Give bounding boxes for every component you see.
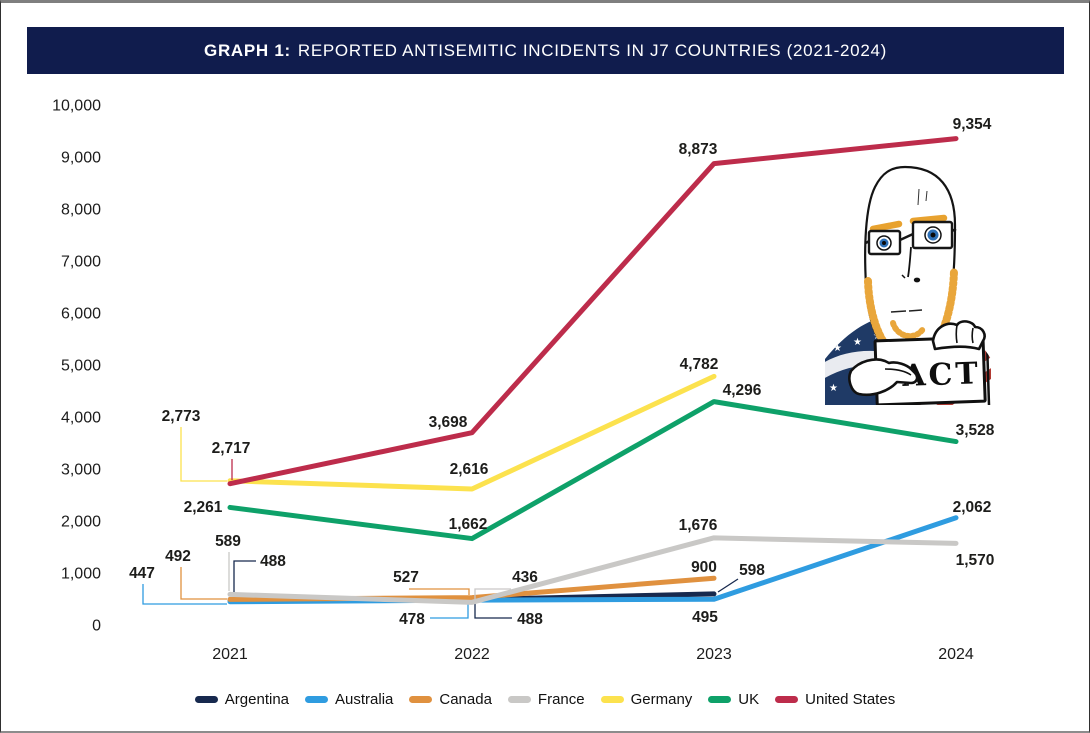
data-label: 8,873 — [679, 141, 718, 158]
data-label-leader-line — [717, 578, 739, 593]
data-label: 1,570 — [956, 552, 995, 569]
x-axis-tick-label: 2024 — [938, 646, 974, 663]
y-axis-tick-label: 6,000 — [61, 306, 101, 323]
data-label: 492 — [165, 548, 191, 565]
svg-text:★: ★ — [853, 337, 862, 348]
legend-label: Canada — [439, 691, 492, 708]
meme-nose — [907, 246, 912, 278]
meme-eyes — [876, 226, 942, 251]
y-axis-tick-label: 1,000 — [61, 566, 101, 583]
data-label: 488 — [260, 553, 286, 570]
data-label: 2,773 — [162, 408, 201, 425]
legend-label: UK — [738, 691, 760, 708]
chart-title-bar: GRAPH 1: REPORTED ANTISEMITIC INCIDENTS … — [27, 27, 1064, 74]
y-axis-tick-label: 10,000 — [52, 98, 101, 115]
svg-text:★: ★ — [847, 317, 856, 328]
series-line-germany — [227, 373, 717, 492]
data-label: 4,782 — [680, 356, 719, 373]
data-label: 9,354 — [953, 116, 992, 133]
y-axis-tick-label: 4,000 — [61, 410, 101, 427]
data-label: 478 — [399, 611, 425, 628]
svg-text:★: ★ — [829, 323, 838, 334]
series-line-uk — [227, 399, 959, 542]
series-line-france — [227, 535, 959, 605]
fact-meme-image: ★★★ ★★★ ★★★ — [825, 165, 991, 405]
meme-mouth — [890, 309, 923, 313]
svg-text:★: ★ — [829, 383, 838, 394]
line-chart: 0 1,000 2,000 3,000 4,000 5,000 6,000 7,000 8,00… — [52, 98, 995, 664]
legend-swatch — [600, 696, 624, 703]
y-axis-tick-label: 9,000 — [61, 150, 101, 167]
data-label: 900 — [691, 559, 717, 576]
meme-fist — [931, 320, 986, 351]
legend-swatch — [708, 696, 732, 703]
data-label: 598 — [739, 562, 765, 579]
data-label-leader-line — [180, 567, 227, 600]
data-label: 436 — [512, 569, 538, 586]
meme-eyebrow-right — [909, 214, 948, 225]
chart-title-text: REPORTED ANTISEMITIC INCIDENTS IN J7 COU… — [297, 40, 887, 60]
meme-pointing-hand — [848, 358, 919, 397]
y-axis-tick-label: 2,000 — [61, 514, 101, 531]
legend-swatch — [409, 696, 433, 703]
data-label: 447 — [129, 565, 155, 582]
legend-item-argentina: Argentina — [194, 691, 290, 708]
data-label: 2,717 — [212, 440, 251, 457]
data-label: 1,676 — [679, 517, 718, 534]
legend-item-germany: Germany — [600, 691, 693, 708]
legend-label: United States — [805, 691, 896, 708]
data-label: 1,662 — [449, 516, 488, 533]
meme-eyebrow-left — [869, 220, 903, 233]
y-axis-tick-label: 8,000 — [61, 202, 101, 219]
legend-item-france: France — [507, 691, 585, 708]
legend-item-canada: Canada — [409, 691, 492, 708]
y-axis-tick-label: 0 — [92, 618, 101, 635]
series-line-united-states — [227, 136, 959, 487]
chart-legend: Argentina Australia Canada France Germany UK U… — [1, 691, 1089, 708]
x-axis-tick-label: 2021 — [212, 646, 248, 663]
x-axis-tick-label: 2023 — [696, 646, 732, 663]
data-label-leader-line — [142, 584, 227, 605]
legend-swatch — [507, 696, 531, 703]
x-axis: 2021 2022 2023 2024 — [212, 646, 974, 663]
y-axis-tick-label: 5,000 — [61, 358, 101, 375]
legend-label: Australia — [335, 691, 394, 708]
legend-swatch — [194, 696, 218, 703]
data-label-leader-line — [474, 603, 512, 619]
legend-swatch — [775, 696, 799, 703]
legend-label: Germany — [630, 691, 693, 708]
data-label: 2,616 — [450, 461, 489, 478]
data-label: 527 — [393, 569, 419, 586]
chart-title-label: GRAPH 1: — [204, 40, 291, 60]
legend-swatch — [305, 696, 329, 703]
data-label-leader-line — [430, 604, 469, 619]
data-label-leader-line — [474, 588, 511, 599]
data-label: 2,261 — [184, 499, 223, 516]
y-axis: 0 1,000 2,000 3,000 4,000 5,000 6,000 7,000 8,00… — [52, 98, 101, 635]
data-label: 3,698 — [429, 414, 468, 431]
data-label-leader-line — [180, 427, 227, 482]
data-label: 2,062 — [953, 499, 992, 516]
x-axis-tick-label: 2022 — [454, 646, 490, 663]
legend-item-uk: UK — [708, 691, 759, 708]
data-label: 3,528 — [956, 422, 995, 439]
data-label: 488 — [517, 611, 543, 628]
data-label: 4,296 — [723, 382, 762, 399]
legend-label: France — [537, 691, 585, 708]
data-label-leader-line — [409, 588, 470, 595]
data-label: 589 — [215, 533, 241, 550]
data-label-leader-line — [233, 560, 256, 596]
y-axis-tick-label: 7,000 — [61, 254, 101, 271]
legend-item-united-states: United States — [775, 691, 895, 708]
legend-label: Argentina — [224, 691, 290, 708]
legend-item-australia: Australia — [305, 691, 393, 708]
svg-text:★: ★ — [833, 343, 842, 354]
data-label: 495 — [692, 609, 718, 626]
y-axis-tick-label: 3,000 — [61, 462, 101, 479]
